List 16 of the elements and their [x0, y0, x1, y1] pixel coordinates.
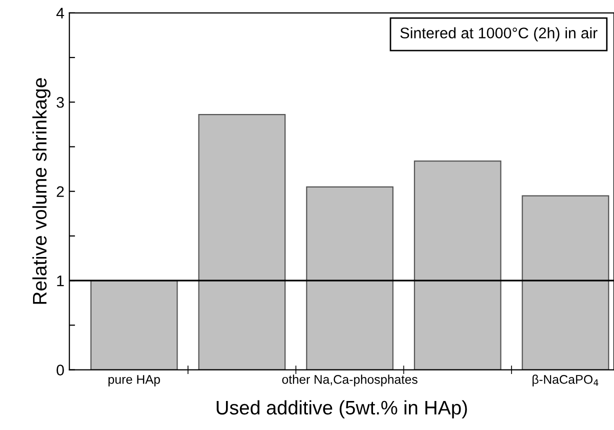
bar: [306, 186, 394, 370]
x-tick-label: β-NaCaPO$_{4}$: [532, 374, 598, 386]
bar: [522, 195, 610, 370]
x-axis-title: Used additive (5wt.% in HAp): [216, 400, 467, 418]
bar: [90, 280, 178, 370]
y-tick-label: 3: [56, 96, 64, 108]
bar: [198, 114, 286, 370]
y-tick-label: 1: [57, 276, 64, 286]
x-tick-label: pure HAp: [108, 375, 160, 386]
y-tick-label: 4: [56, 8, 64, 18]
y-tick-label: 2: [56, 186, 64, 197]
y-tick-label: 0: [56, 364, 64, 376]
bar: [414, 160, 502, 370]
y-axis-title: Relative volume shrinkage: [32, 78, 50, 304]
annotation: Sintered at 1000°C (2h) in air: [400, 27, 598, 42]
x-tick-label: other Na,Ca-phosphates: [282, 374, 418, 386]
